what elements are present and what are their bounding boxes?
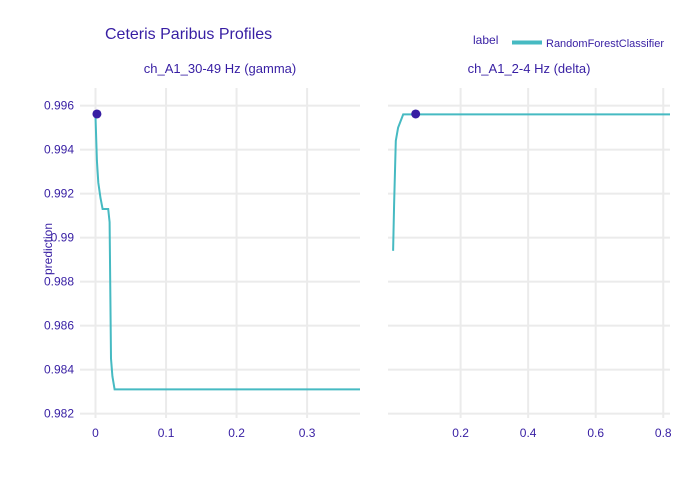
panel-1-x-tick-label: 0.2 [228,426,245,440]
y-tick-label: 0.988 [44,275,74,289]
panel-2-x-tick-label: 0.6 [587,426,604,440]
panel-1-series-line [94,116,360,391]
panel-2-series-line [392,113,670,251]
y-tick-label: 0.99 [51,231,75,245]
y-tick-label: 0.982 [44,407,74,421]
chart-title: Ceteris Paribus Profiles [105,26,272,43]
y-tick-label: 0.984 [44,363,74,377]
panel-1-title: ch_A1_30-49 Hz (gamma) [144,61,296,76]
y-tick-label: 0.994 [44,143,74,157]
legend-title: label [473,33,498,47]
panel-1: 0.982 0.984 0.986 0.988 0.99 0.992 0.994 0.996 0… [44,61,360,440]
panel-2-title: ch_A1_2-4 Hz (delta) [468,61,591,76]
y-tick-label: 0.992 [44,187,74,201]
y-tick-label: 0.986 [44,319,74,333]
panel-2-x-tick-label: 0.8 [655,426,672,440]
panel-1-observation-point [92,109,102,119]
panel-1-x-tick-label: 0 [92,426,99,440]
panel-2-observation-point [411,109,421,119]
panel-2: 0.2 0.4 0.6 0.8 ch_A1_2-4 Hz (delta) [388,61,672,440]
y-tick-label: 0.996 [44,99,74,113]
y-axis-label: prediction [41,223,55,275]
panel-2-x-tick-label: 0.2 [452,426,469,440]
panels-layer: 0.982 0.984 0.986 0.988 0.99 0.992 0.994 0.996 0… [44,61,672,440]
panel-1-x-tick-label: 0.3 [299,426,316,440]
panel-2-x-tick-label: 0.4 [520,426,537,440]
legend-label-randomforestclassifier: RandomForestClassifier [546,38,664,50]
panel-1-x-tick-label: 0.1 [158,426,175,440]
